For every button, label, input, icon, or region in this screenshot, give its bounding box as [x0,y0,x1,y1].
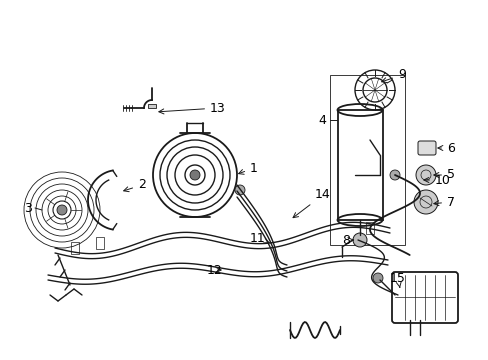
Circle shape [190,170,200,180]
Text: 12: 12 [206,264,223,276]
Text: 11: 11 [249,231,268,244]
Bar [71,242,79,254]
Text: 5: 5 [433,168,454,181]
FancyBboxPatch shape [417,141,435,155]
Text: 7: 7 [433,195,454,208]
Bar [365,222,373,234]
Bar [96,237,104,249]
Text: 1: 1 [238,162,257,175]
Circle shape [413,190,437,214]
Text: 10: 10 [423,174,450,186]
Text: 9: 9 [381,68,405,82]
Bar [329,75,404,245]
Text: 2: 2 [123,179,145,192]
Text: 13: 13 [159,102,225,114]
Bar [148,104,156,108]
Text: 15: 15 [389,271,405,287]
Circle shape [389,170,399,180]
Circle shape [235,185,244,195]
Text: 6: 6 [437,141,454,154]
Circle shape [372,273,382,283]
Circle shape [57,205,67,215]
Text: 4: 4 [317,113,325,126]
Circle shape [415,165,435,185]
Text: 8: 8 [341,234,352,247]
Text: 14: 14 [292,189,330,218]
Bar [337,110,382,220]
Text: 3: 3 [24,202,32,215]
Circle shape [352,233,366,247]
